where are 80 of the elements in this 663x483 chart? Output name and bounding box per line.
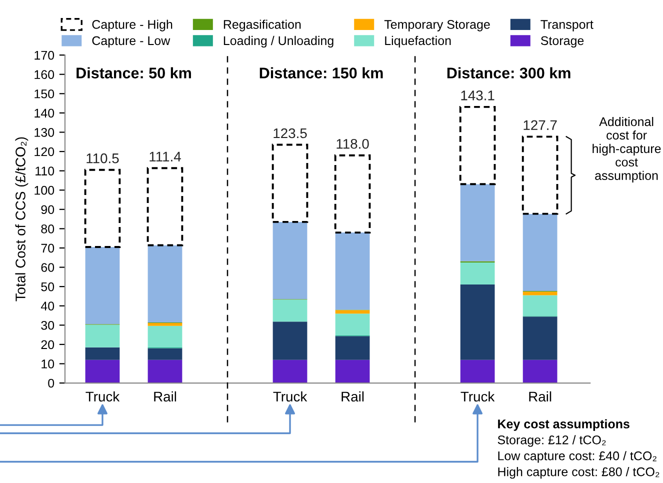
legend-label: Liquefaction	[385, 36, 451, 48]
annotation: Distance: 300 km	[447, 67, 570, 78]
y-tick-label: 0	[48, 378, 54, 388]
bar	[334, 154, 371, 234]
x-tick-label: Rail	[342, 391, 364, 402]
bar	[335, 360, 370, 384]
bar	[522, 360, 558, 384]
annotation: Distance: 150 km	[260, 67, 383, 78]
bar	[460, 262, 495, 284]
bar	[85, 347, 120, 360]
bar	[335, 232, 370, 310]
y-tick-label: 30	[41, 320, 54, 330]
y-tick-label: 100	[34, 186, 54, 195]
y-tick-label: 50	[41, 282, 54, 292]
bar	[146, 167, 184, 246]
total-label: 127.7	[524, 120, 557, 130]
bar	[148, 326, 182, 348]
bar	[522, 292, 558, 296]
y-tick-label: 60	[41, 263, 54, 272]
legend-label: Transport	[540, 20, 594, 32]
bar	[335, 314, 370, 336]
bar	[460, 360, 495, 384]
legend-label: Regasification	[224, 20, 301, 32]
bar	[85, 247, 120, 324]
legend-label: Temporary Storage	[384, 20, 490, 32]
y-tick-label: 150	[34, 89, 54, 98]
y-tick-label: 90	[41, 205, 54, 214]
total-label: 111.4	[150, 152, 181, 162]
y-tick-label: 130	[34, 128, 54, 137]
bar	[148, 245, 182, 322]
x-tick-label: Rail	[154, 391, 176, 402]
bar	[272, 222, 308, 300]
bar	[460, 184, 495, 262]
text: Additional cost for high-capture cost assumption	[592, 116, 661, 182]
bar	[335, 310, 370, 314]
bar	[460, 284, 495, 360]
total-label: 110.5	[86, 153, 119, 164]
bar	[148, 323, 182, 326]
text: High capture cost: £80 / tCO₂	[498, 467, 660, 479]
x-tick-label: Truck	[273, 391, 308, 402]
bar	[522, 316, 558, 360]
x-tick-label: Truck	[86, 391, 120, 402]
bar	[522, 136, 558, 215]
y-tick-label: 70	[41, 244, 54, 253]
y-tick-label: 140	[34, 108, 54, 118]
total-label: 123.5	[274, 128, 307, 138]
y-axis-title: Total Cost of CCS (£/tCO₂)	[15, 137, 28, 302]
bar	[272, 144, 308, 223]
y-tick-label: 40	[40, 302, 54, 311]
bar	[272, 322, 308, 360]
y-tick-label: 80	[41, 224, 54, 234]
bar	[459, 106, 496, 186]
bar	[84, 168, 121, 248]
y-tick-label: 10	[42, 360, 54, 368]
legend-label: Capture - Low	[92, 36, 170, 48]
y-tick-label: 170	[34, 50, 54, 60]
text: Storage: £12 / tCO₂	[498, 435, 606, 447]
bar	[148, 348, 182, 360]
legend-label: Loading / Unloading	[224, 36, 334, 48]
bar	[522, 214, 558, 291]
y-tick-label: 160	[34, 70, 54, 80]
text: Key cost assumptions	[498, 419, 630, 431]
bar	[85, 360, 120, 384]
annotation: Distance: 50 km	[76, 67, 191, 78]
text: Low capture cost: £40 / tCO₂	[498, 451, 656, 463]
y-tick-label: 120	[34, 147, 54, 156]
bar	[272, 300, 308, 322]
legend-label: Capture - High	[92, 20, 172, 32]
y-tick-label: 110	[36, 166, 54, 176]
legend-label: Storage	[540, 36, 584, 48]
y-tick-label: 20	[41, 340, 54, 350]
bar	[148, 360, 182, 384]
bar	[85, 324, 120, 348]
bar	[272, 360, 308, 384]
bar	[522, 295, 558, 316]
bar	[335, 336, 370, 360]
total-label: 118.0	[336, 138, 369, 149]
total-label: 143.1	[461, 90, 494, 100]
x-tick-label: Rail	[529, 391, 552, 402]
x-tick-label: Truck	[460, 391, 495, 402]
